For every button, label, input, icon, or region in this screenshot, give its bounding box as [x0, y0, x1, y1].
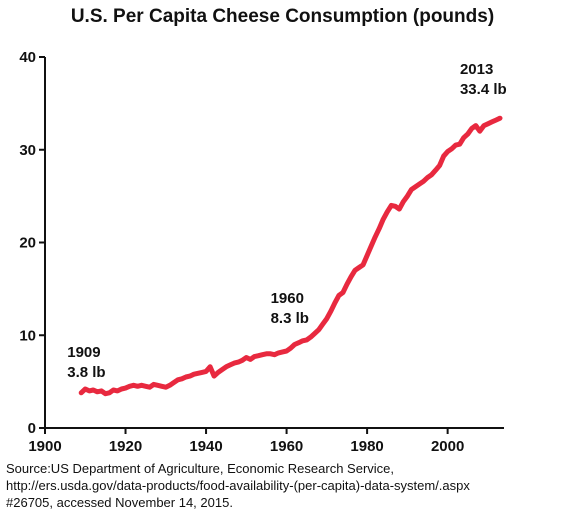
annotation-label: 8.3 lb	[271, 310, 309, 327]
annotation-label: 1909	[67, 344, 100, 361]
y-tick-label: 10	[19, 327, 36, 344]
x-tick-label: 1940	[189, 438, 222, 455]
annotation-label: 3.8 lb	[67, 364, 105, 381]
annotation-label: 33.4 lb	[460, 81, 507, 98]
y-tick-label: 0	[28, 420, 36, 437]
annotation-layer: 1909 3.8 lb 1960 8.3 lb 2013 33.4 lb	[67, 61, 506, 381]
series-line	[78, 115, 503, 397]
x-tick-label: 1900	[28, 438, 61, 455]
x-tick-label: 1980	[350, 438, 383, 455]
annotation-label: 2013	[460, 61, 493, 78]
chart-title: U.S. Per Capita Cheese Consumption (poun…	[70, 6, 495, 27]
x-tick-label: 2000	[431, 438, 464, 455]
source-line-2: http://ers.usda.gov/data-products/food-a…	[6, 478, 470, 493]
x-tick-label: 1960	[270, 438, 303, 455]
chart-axes: 0 10 20 30 40 1900 1920 1940 1960 1980 2000	[19, 49, 504, 455]
series-layer	[78, 115, 503, 397]
annotation-label: 1960	[271, 290, 304, 307]
y-tick-label: 20	[19, 235, 36, 252]
y-tick-label: 30	[19, 142, 36, 159]
source-line-3: #26705, accessed November 14, 2015.	[6, 495, 233, 510]
y-tick-label: 40	[19, 49, 36, 66]
source-line-1: Source:US Department of Agriculture, Eco…	[6, 461, 395, 476]
x-tick-label: 1920	[109, 438, 142, 455]
source-note: Source:US Department of Agriculture, Eco…	[6, 460, 561, 511]
